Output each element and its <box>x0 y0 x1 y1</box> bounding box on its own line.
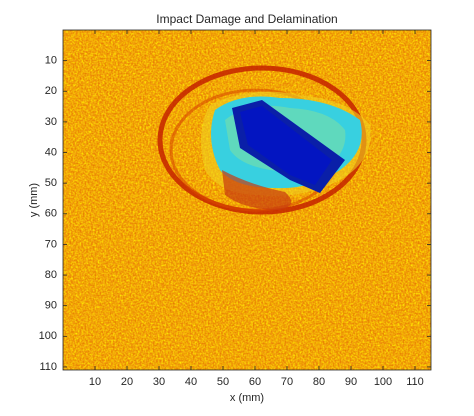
x-tick-label: 30 <box>153 376 165 388</box>
x-tick-label: 100 <box>374 376 392 388</box>
y-tick-label: 10 <box>45 55 57 67</box>
y-tick-label: 20 <box>45 85 57 97</box>
heatmap-image <box>63 30 431 370</box>
x-tick-label: 60 <box>249 376 261 388</box>
y-tick-label: 90 <box>45 300 57 312</box>
y-tick-label: 100 <box>39 330 57 342</box>
x-tick-label: 40 <box>185 376 197 388</box>
y-tick-label: 70 <box>45 238 57 250</box>
x-tick-label: 80 <box>313 376 325 388</box>
x-tick-label: 50 <box>217 376 229 388</box>
x-tick-label: 10 <box>89 376 101 388</box>
y-axis-label: y (mm) <box>28 183 40 217</box>
axes <box>62 29 432 371</box>
y-tick-label: 80 <box>45 269 57 281</box>
x-tick-label: 110 <box>406 376 424 388</box>
y-tick-label: 50 <box>45 177 57 189</box>
x-tick-label: 90 <box>345 376 357 388</box>
y-tick-label: 60 <box>45 208 57 220</box>
y-tick-label: 30 <box>45 116 57 128</box>
y-tick-label: 40 <box>45 146 57 158</box>
y-tick-label: 110 <box>39 361 57 373</box>
x-tick-label: 20 <box>121 376 133 388</box>
x-axis-label: x (mm) <box>230 392 264 404</box>
chart-title: Impact Damage and Delamination <box>156 12 337 26</box>
plot-frame <box>62 29 432 371</box>
x-tick-label: 70 <box>281 376 293 388</box>
